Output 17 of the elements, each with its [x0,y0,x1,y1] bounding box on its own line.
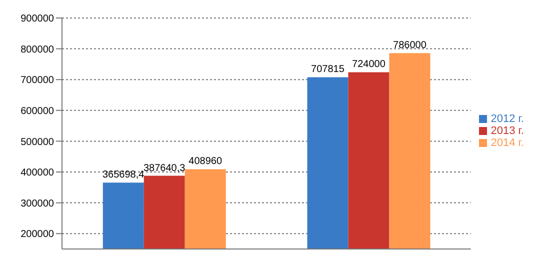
legend-label: 2012 г. [490,112,524,124]
data-label: 408960 [188,156,222,168]
y-tick-label: 300000 [20,198,54,210]
y-tick-label: 600000 [20,106,54,117]
y-tick-label: 900000 [20,14,54,25]
y-tick-label: 700000 [20,75,54,86]
data-label: 724000 [352,59,386,70]
data-label: 387640,3 [144,162,186,174]
y-tick-label: 400000 [20,168,54,179]
legend-label: 2014 г. [490,136,524,148]
data-label: 707815 [311,64,345,76]
data-label: 365698,4 [102,170,145,181]
y-tick-label: 200000 [20,229,54,240]
y-tick-label: 500000 [20,136,54,148]
data-label: 786000 [393,40,427,52]
y-tick-label: 800000 [20,44,54,56]
legend-label: 2013 г. [490,124,524,136]
